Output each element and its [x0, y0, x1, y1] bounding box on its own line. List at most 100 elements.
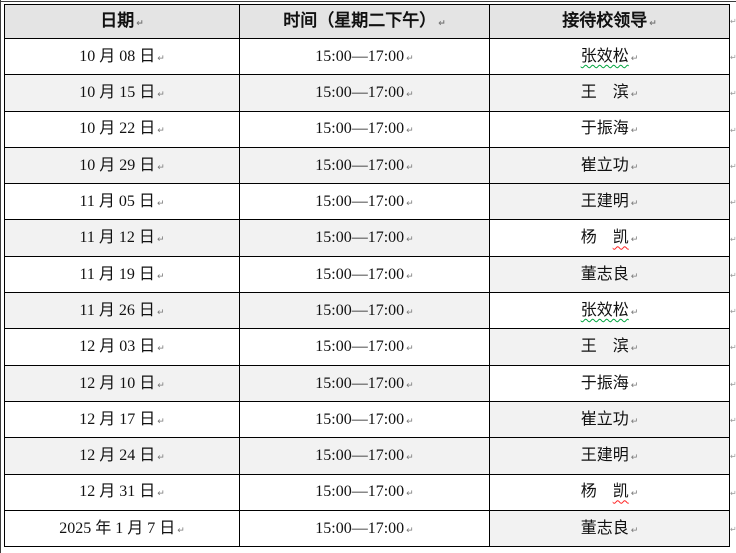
end-of-cell-mark: ↵: [177, 525, 185, 536]
end-of-cell-mark: ↵: [630, 489, 639, 500]
end-of-row-mark: ↵: [730, 53, 736, 62]
time-text: 15:00—17:00: [315, 338, 405, 356]
cell-date[interactable]: 11 月 12 日 ↵: [4, 219, 240, 257]
column-header-time[interactable]: 时间（星期二下午） ↵: [239, 4, 490, 39]
leader-name: 王建明: [580, 447, 629, 465]
page-boundary-top-line: [0, 1, 736, 2]
cell-date[interactable]: 11 月 26 日 ↵: [4, 292, 240, 330]
column-header-date[interactable]: 日期 ↵: [4, 4, 240, 39]
time-text: 15:00—17:00: [315, 84, 405, 102]
cell-time[interactable]: 15:00—17:00 ↵: [239, 74, 490, 112]
cell-date[interactable]: 11 月 19 日 ↵: [4, 255, 240, 294]
green-squiggle-text: 张效松: [580, 301, 629, 319]
cell-time[interactable]: 15:00—17:00 ↵: [239, 219, 490, 257]
end-of-cell-mark: ↵: [156, 199, 165, 210]
cell-leader[interactable]: 王建明 ↵: [489, 437, 730, 475]
end-of-row-mark: ↵: [730, 488, 736, 498]
time-text: 15:00—17:00: [315, 483, 405, 501]
end-of-cell-mark: ↵: [406, 344, 414, 355]
table-row: 11 月 05 日 ↵ 15:00—17:00 ↵ 王建明 ↵: [4, 183, 730, 221]
cell-date[interactable]: 11 月 05 日 ↵: [4, 183, 240, 221]
cell-leader[interactable]: 张效松 ↵: [489, 37, 730, 76]
green-squiggle-text: 张效松: [580, 47, 629, 65]
cell-leader[interactable]: 杨 凯 ↵: [489, 473, 730, 511]
cell-time[interactable]: 15:00—17:00 ↵: [239, 328, 490, 366]
cell-time[interactable]: 15:00—17:00 ↵: [239, 509, 490, 548]
end-of-cell-mark: ↵: [630, 307, 639, 318]
cell-time[interactable]: 15:00—17:00 ↵: [239, 110, 490, 148]
end-of-cell-mark: ↵: [630, 380, 639, 391]
cell-date[interactable]: 12 月 24 日 ↵: [4, 437, 240, 475]
cell-time[interactable]: 15:00—17:00 ↵: [239, 292, 490, 330]
cell-leader[interactable]: 董志良 ↵: [489, 255, 730, 294]
cell-time[interactable]: 15:00—17:00 ↵: [239, 437, 490, 475]
end-of-cell-mark: ↵: [157, 126, 165, 137]
end-of-cell-mark: ↵: [406, 525, 414, 536]
end-of-cell-mark: ↵: [630, 199, 639, 210]
column-header-leader[interactable]: 接待校领导 ↵: [489, 4, 730, 39]
end-of-cell-mark: ↵: [630, 453, 639, 464]
leader-name: 崔立功: [580, 410, 629, 428]
cell-time[interactable]: 15:00—17:00 ↵: [239, 400, 490, 439]
cell-leader[interactable]: 王 滨 ↵: [489, 328, 730, 366]
end-of-row-mark: ↵: [730, 379, 736, 389]
cell-leader[interactable]: 于振海 ↵: [489, 110, 730, 148]
end-of-row-mark: ↵: [730, 17, 736, 26]
cell-leader[interactable]: 王 滨 ↵: [489, 74, 730, 112]
red-squiggle-text: 凯: [612, 229, 629, 247]
date-text: 11 月 12 日: [79, 229, 155, 247]
cell-time[interactable]: 15:00—17:00 ↵: [239, 364, 490, 402]
cell-time[interactable]: 15:00—17:00 ↵: [239, 183, 490, 221]
end-of-cell-mark: ↵: [406, 126, 414, 137]
header-row: 日期 ↵ 时间（星期二下午） ↵ 接待校领导 ↵: [4, 4, 730, 39]
cell-date[interactable]: 2025 年 1 月 7 日 ↵: [4, 509, 240, 548]
end-of-cell-mark: ↵: [406, 416, 414, 427]
cell-leader[interactable]: 张效松 ↵: [489, 292, 730, 330]
date-text: 12 月 10 日: [79, 374, 156, 392]
cell-leader[interactable]: 杨 凯 ↵: [489, 219, 730, 257]
end-of-row-mark: ↵: [730, 161, 736, 171]
cell-time[interactable]: 15:00—17:00 ↵: [239, 37, 490, 76]
cell-date[interactable]: 10 月 29 日 ↵: [4, 146, 240, 185]
table-row: 12 月 03 日 ↵ 15:00—17:00 ↵ 王 滨 ↵: [4, 328, 730, 366]
cell-date[interactable]: 10 月 08 日 ↵: [4, 37, 240, 76]
cell-time[interactable]: 15:00—17:00 ↵: [239, 146, 490, 185]
cell-leader[interactable]: 王建明 ↵: [489, 183, 730, 221]
end-of-cell-mark: ↵: [157, 416, 165, 427]
table-row: 11 月 26 日 ↵ 15:00—17:00 ↵ 张效松 ↵: [4, 292, 730, 330]
time-text: 15:00—17:00: [315, 447, 405, 465]
leader-name: 张效松: [581, 302, 629, 319]
table-row: 2025 年 1 月 7 日 ↵ 15:00—17:00 ↵ 董志良 ↵: [4, 509, 730, 548]
cell-date[interactable]: 12 月 17 日 ↵: [4, 400, 240, 439]
cell-date[interactable]: 12 月 03 日 ↵: [4, 328, 240, 366]
end-of-cell-mark: ↵: [630, 53, 639, 64]
end-of-cell-mark: ↵: [156, 271, 165, 282]
date-text: 12 月 03 日: [79, 338, 156, 356]
leader-name: 崔立功: [580, 156, 629, 174]
end-of-row-mark: ↵: [730, 452, 736, 462]
cell-leader[interactable]: 崔立功 ↵: [489, 400, 730, 439]
column-header-time-label: 时间（星期二下午）: [283, 11, 437, 31]
leader-name: 于振海: [580, 374, 629, 392]
end-of-cell-mark: ↵: [406, 380, 414, 391]
cell-date[interactable]: 12 月 31 日 ↵: [4, 473, 240, 511]
time-text: 15:00—17:00: [315, 156, 405, 174]
end-of-cell-mark: ↵: [630, 90, 639, 101]
cell-date[interactable]: 12 月 10 日 ↵: [4, 364, 240, 402]
cell-leader[interactable]: 董志良 ↵: [489, 509, 730, 548]
end-of-cell-mark: ↵: [157, 489, 165, 500]
cell-date[interactable]: 10 月 22 日 ↵: [4, 110, 240, 148]
end-of-cell-mark: ↵: [630, 525, 639, 536]
cell-date[interactable]: 10 月 15 日 ↵: [4, 74, 240, 112]
cell-leader[interactable]: 于振海 ↵: [489, 364, 730, 402]
end-of-cell-mark: ↵: [157, 90, 165, 101]
end-of-cell-mark: ↵: [630, 344, 639, 355]
cell-time[interactable]: 15:00—17:00 ↵: [239, 473, 490, 511]
cell-leader[interactable]: 崔立功 ↵: [489, 146, 730, 185]
end-of-cell-mark: ↵: [157, 53, 165, 64]
cell-time[interactable]: 15:00—17:00 ↵: [239, 255, 490, 294]
end-of-cell-mark: ↵: [438, 19, 446, 30]
date-text: 10 月 15 日: [79, 84, 156, 102]
end-of-cell-mark: ↵: [406, 162, 414, 173]
time-text: 15:00—17:00: [315, 374, 405, 392]
